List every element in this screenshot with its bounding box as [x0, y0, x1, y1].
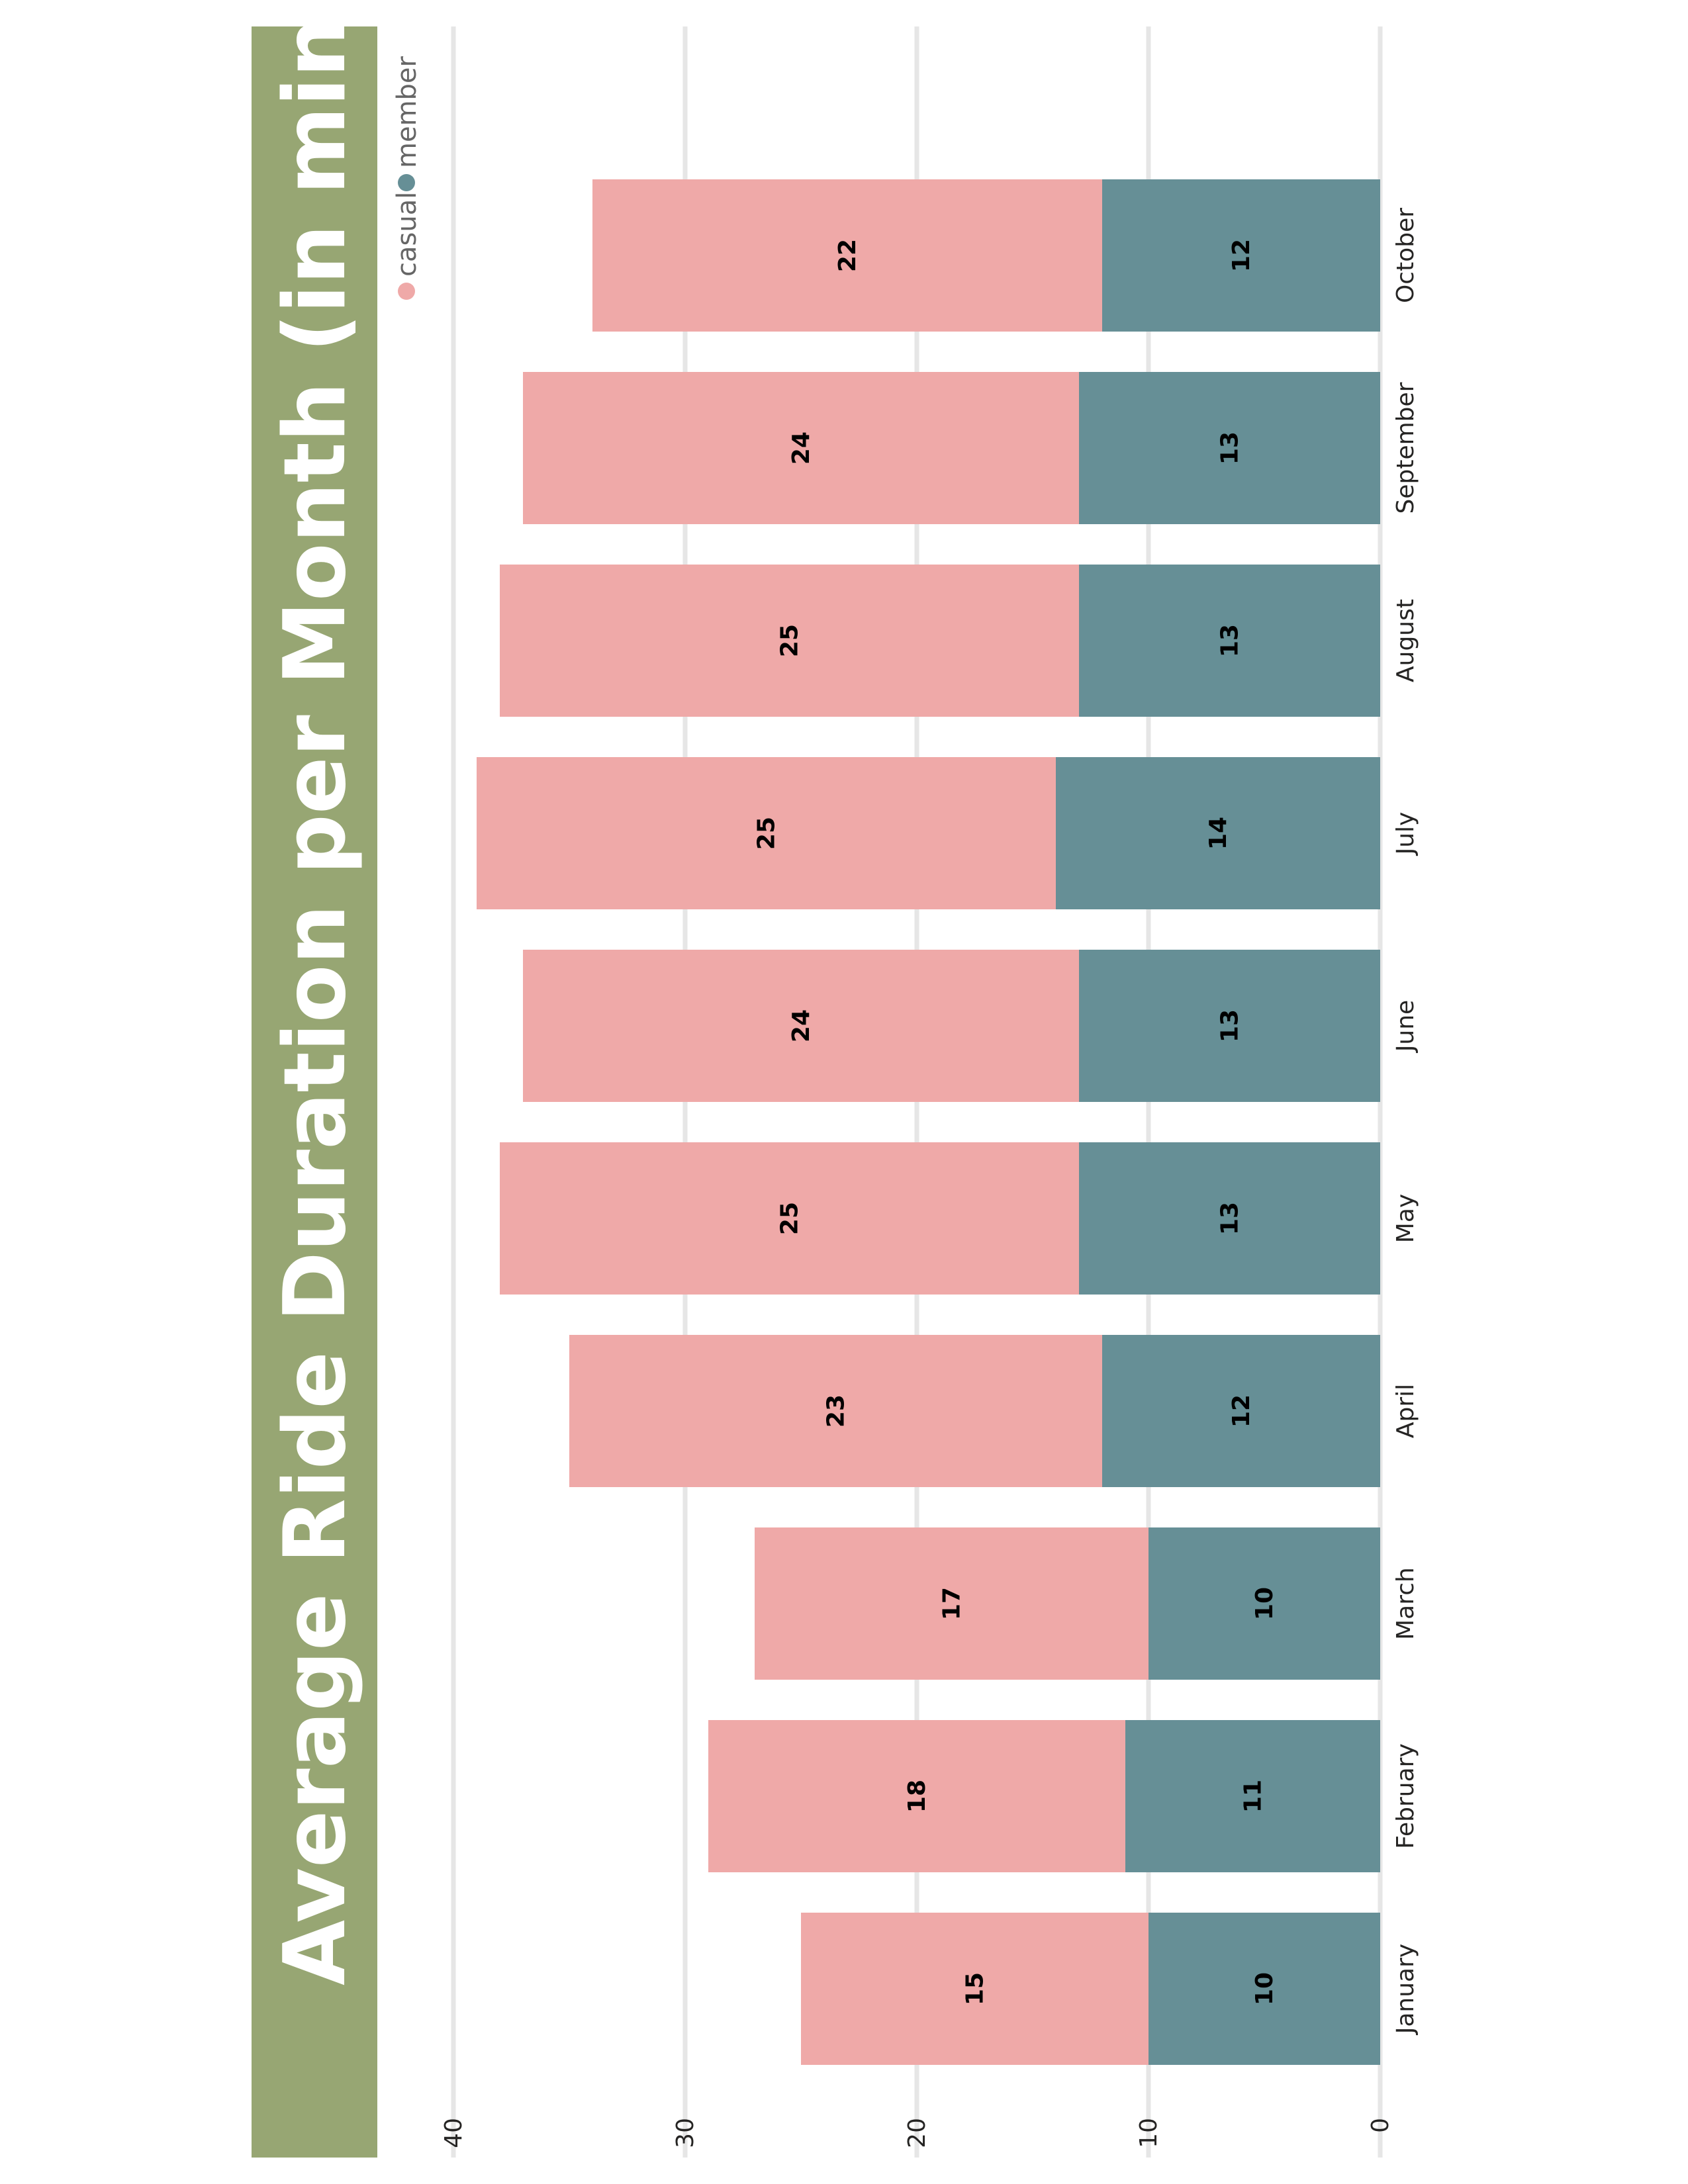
data-label-member-january: 10: [1251, 1972, 1278, 2005]
data-label-casual-february: 18: [904, 1780, 931, 1813]
y-tick-label: 20: [904, 2118, 931, 2148]
bar-member-april: [1102, 1335, 1380, 1487]
data-label-casual-october: 22: [834, 239, 861, 272]
bar-casual-june: [523, 950, 1079, 1102]
data-label-casual-september: 24: [788, 432, 815, 465]
legend-member-swatch: [398, 174, 415, 191]
bar-casual-may: [500, 1142, 1079, 1295]
data-label-member-march: 10: [1251, 1587, 1278, 1620]
y-axis-ticks: 0 10 20 30 40: [440, 2118, 1394, 2148]
legend: casual member: [392, 56, 422, 300]
x-tick-label-september: September: [1392, 382, 1419, 514]
bar-layer: [477, 179, 1380, 2065]
data-label-member-june: 13: [1217, 1009, 1244, 1042]
bar-casual-april: [569, 1335, 1102, 1487]
data-label-casual-august: 25: [776, 624, 804, 657]
legend-member-label: member: [392, 56, 422, 168]
x-tick-label-july: July: [1392, 812, 1419, 856]
data-label-casual-january: 15: [962, 1972, 989, 2005]
x-tick-label-january: January: [1392, 1944, 1419, 2035]
bar-member-august: [1079, 565, 1380, 717]
label-layer: 10 15 11 18 10 17 12 23 13 25 13 24 14 25 13 25 13 24 12 22: [753, 239, 1279, 2005]
bar-member-september: [1079, 372, 1380, 524]
bar-member-july: [1056, 757, 1380, 909]
bar-casual-august: [500, 565, 1079, 717]
legend-casual-label: casual: [392, 192, 422, 277]
bar-casual-march: [755, 1527, 1149, 1680]
data-label-member-july: 14: [1205, 817, 1232, 850]
x-tick-label-august: August: [1392, 599, 1419, 682]
bar-member-october: [1102, 179, 1380, 332]
y-tick-label: 10: [1135, 2118, 1162, 2148]
data-label-casual-may: 25: [776, 1202, 804, 1235]
bar-member-march: [1149, 1527, 1380, 1680]
bar-casual-january: [801, 1913, 1149, 2065]
bar-member-may: [1079, 1142, 1380, 1295]
data-label-casual-june: 24: [788, 1009, 815, 1042]
data-label-member-february: 11: [1240, 1780, 1267, 1813]
data-label-member-september: 13: [1217, 432, 1244, 465]
data-label-member-may: 13: [1217, 1202, 1244, 1235]
x-tick-label-february: February: [1392, 1743, 1419, 1849]
data-label-member-april: 12: [1228, 1394, 1255, 1428]
bar-member-february: [1125, 1720, 1380, 1872]
x-tick-label-october: October: [1392, 208, 1419, 303]
x-tick-label-march: March: [1392, 1567, 1419, 1640]
data-label-member-august: 13: [1217, 624, 1244, 657]
bar-casual-october: [592, 179, 1102, 332]
x-tick-label-may: May: [1392, 1194, 1419, 1243]
bar-member-january: [1149, 1913, 1380, 2065]
data-label-casual-march: 17: [939, 1587, 966, 1620]
data-label-casual-april: 23: [823, 1394, 850, 1428]
x-tick-label-april: April: [1392, 1384, 1419, 1438]
legend-casual-swatch: [398, 283, 415, 300]
title-banner: [252, 26, 377, 2158]
chart-title: Average Ride Duration per Month (in min.…: [266, 0, 365, 1985]
bar-casual-september: [523, 372, 1079, 524]
y-tick-label: 0: [1367, 2118, 1394, 2133]
x-axis-ticks: January February March April May June July Augu…: [1392, 208, 1419, 2035]
y-tick-label: 40: [440, 2118, 467, 2148]
y-tick-label: 30: [672, 2118, 699, 2148]
bar-casual-february: [708, 1720, 1125, 1872]
bar-casual-july: [477, 757, 1056, 909]
data-label-casual-july: 25: [753, 817, 780, 850]
x-tick-label-june: June: [1392, 1000, 1419, 1053]
data-label-member-october: 12: [1228, 239, 1255, 272]
bar-member-june: [1079, 950, 1380, 1102]
